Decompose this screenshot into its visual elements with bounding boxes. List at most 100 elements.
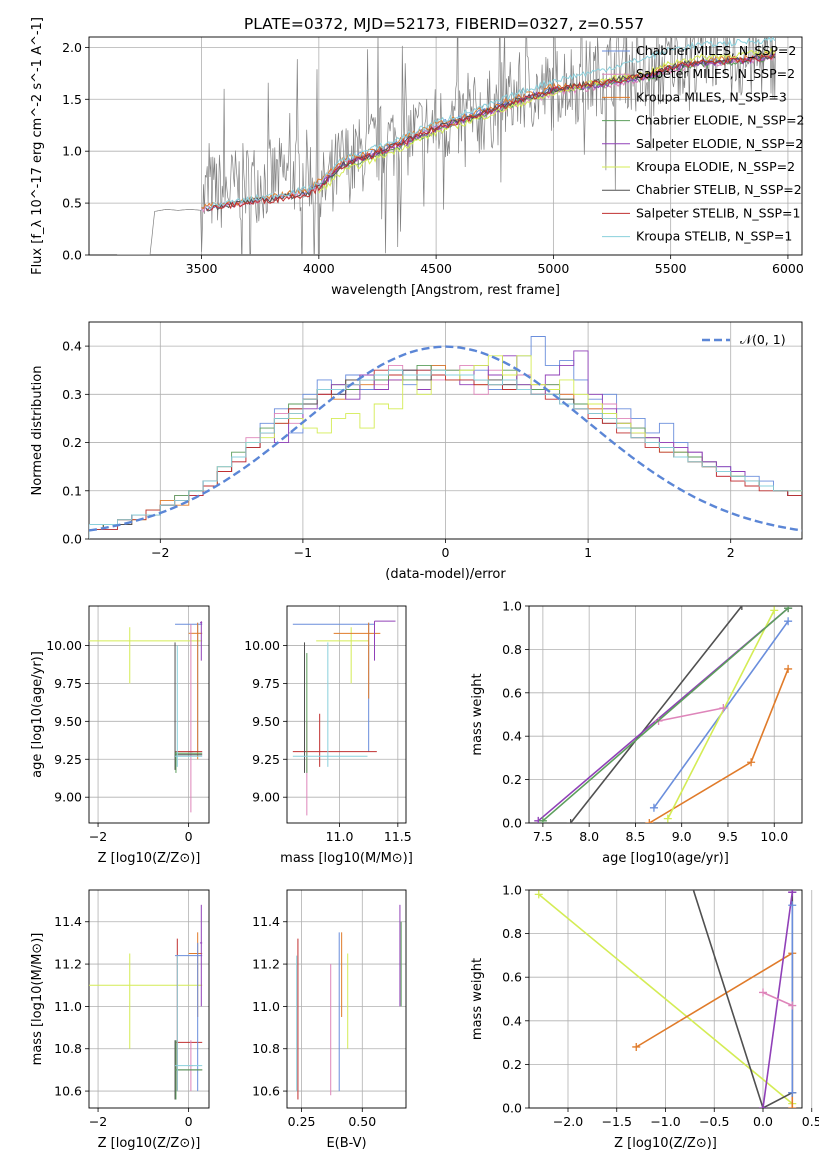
x-tick-label: 0.50: [348, 1114, 376, 1129]
errorbar-salpeter-elodie: [374, 620, 396, 661]
errorbar-salpeter-elodie: [199, 904, 203, 1007]
x-tick-label: −0.5: [699, 1114, 729, 1129]
point-marker: [747, 758, 756, 767]
point-marker: [784, 664, 793, 673]
y-tick-label: 11.2: [252, 957, 280, 972]
plot-area: [89, 904, 203, 1100]
x-tick-label: 9.5: [718, 829, 738, 844]
legend-label: 𝒩(0, 1): [740, 332, 786, 347]
y-tick-label: 10.8: [54, 1041, 82, 1056]
x-tick-label: 8.5: [625, 829, 645, 844]
plot-frame: [88, 321, 803, 540]
series-kroupa-miles: [645, 664, 793, 823]
plot-area: [89, 336, 802, 539]
x-tick-label: 0: [442, 545, 450, 560]
x-tick-label: 4000: [303, 261, 335, 276]
errorbar-chabrier-stelib: [174, 642, 203, 770]
series-line: [762, 892, 794, 1108]
y-tick-label: 0.2: [502, 1057, 522, 1072]
y-tick-label: 11.4: [252, 914, 280, 929]
series-line: [762, 991, 793, 1007]
figure-title: PLATE=0372, MJD=52173, FIBERID=0327, z=0…: [244, 15, 644, 33]
gaussian-curve: [89, 345, 802, 532]
point-marker: [788, 1104, 797, 1108]
legend-label: Salpeter STELIB, N_SSP=1: [636, 205, 800, 220]
age-vs-metallicity-panel: −2 0 9.00 9.25 9.50 9.75 10.00 Z [log10(Z/Z⊙)] a…: [30, 605, 210, 866]
point-marker: [784, 606, 793, 613]
y-tick-label: 0.0: [502, 1101, 522, 1116]
point-marker: [737, 606, 746, 610]
y-tick-label: 0.8: [502, 642, 522, 657]
y-tick-label: 1.0: [502, 599, 522, 614]
point-marker: [649, 803, 658, 812]
errorbar-kroupa-stelib: [292, 642, 368, 767]
point-marker: [759, 988, 767, 997]
errorbar-chabrier-miles: [175, 942, 203, 1092]
y-tick-label: 9.75: [252, 676, 280, 691]
residuals-panel: −2 −1 0 1 2 0.0 0.1 0.2 0.3 0.4 (data-model)/error…: [30, 321, 803, 582]
legend-label: Chabrier MILES, N_SSP=2: [636, 43, 796, 58]
y-tick-label: 10.00: [46, 638, 82, 653]
legend-label: Chabrier ELODIE, N_SSP=2: [636, 113, 805, 128]
x-tick-label: 6000: [772, 261, 804, 276]
x-axis-label: E(B-V): [326, 1136, 366, 1151]
x-tick-label: 8.0: [579, 829, 599, 844]
y-tick-label: 0.8: [502, 926, 522, 941]
x-tick-label: 11.5: [384, 829, 412, 844]
y-tick-label: 0.4: [62, 339, 82, 354]
y-tick-label: 10.00: [244, 638, 280, 653]
plot-area: [292, 620, 396, 816]
x-axis-label: Z [log10(Z/Z⊙)]: [98, 1136, 201, 1151]
x-tick-label: −2: [89, 1114, 107, 1129]
point-marker: [770, 606, 779, 615]
point-marker: [663, 814, 672, 823]
errorbar-salpeter-miles: [188, 624, 194, 813]
legend-label: Kroupa STELIB, N_SSP=1: [636, 229, 792, 244]
model-line-kroupa-elodie: [318, 47, 776, 194]
x-tick-label: 0.0: [753, 1114, 773, 1129]
x-tick-label: 2: [727, 545, 735, 560]
plot-frame: [88, 36, 803, 256]
y-tick-label: 9.00: [54, 790, 82, 805]
y-axis-label: age [log10(age/yr)]: [30, 651, 45, 778]
y-tick-label: 0.5: [62, 196, 82, 211]
series-chabrier-stelib: [566, 606, 746, 823]
series-salpeter-miles: [759, 988, 797, 1010]
y-axis-label: mass [log10(M/M⊙)]: [30, 933, 45, 1066]
series-line: [658, 707, 724, 722]
point-marker: [788, 1088, 797, 1097]
y-tick-label: 11.0: [252, 999, 280, 1014]
legend-label: Chabrier STELIB, N_SSP=2: [636, 182, 802, 197]
series-salpeter-miles: [654, 703, 728, 726]
errorbar-salpeter-elodie: [199, 621, 203, 661]
y-tick-label: 0.0: [62, 532, 82, 547]
y-axis-label: mass weight: [470, 673, 485, 755]
plot-area: [534, 890, 797, 1108]
series-line: [542, 607, 789, 822]
x-tick-label: −2.0: [553, 1114, 583, 1129]
x-axis-label: Z [log10(Z/Z⊙)]: [98, 851, 201, 866]
plot-area: [534, 606, 793, 823]
x-tick-label: 11.0: [326, 829, 354, 844]
x-tick-label: −2: [89, 829, 107, 844]
y-tick-label: 9.50: [54, 714, 82, 729]
y-tick-label: 9.50: [252, 714, 280, 729]
point-marker: [759, 1104, 767, 1108]
y-tick-label: 0.6: [502, 685, 522, 700]
x-tick-label: 10.0: [760, 829, 788, 844]
errorbar-chabrier-miles: [292, 622, 375, 752]
errorbar-kroupa-elodie: [89, 627, 203, 684]
y-tick-label: 0.4: [502, 729, 522, 744]
errorbar-chabrier-elodie: [175, 751, 203, 773]
y-tick-label: 9.00: [252, 790, 280, 805]
y-tick-label: 1.0: [62, 144, 82, 159]
series-line: [569, 606, 743, 823]
series-line: [667, 609, 775, 820]
legend-label: Salpeter MILES, N_SSP=2: [636, 66, 795, 81]
x-tick-label: 4500: [420, 261, 452, 276]
x-axis-label: mass [log10(M/M⊙)]: [280, 851, 413, 866]
errorbar-kroupa-elodie: [89, 953, 203, 1049]
x-tick-label: 7.5: [533, 829, 553, 844]
massweight-vs-age-panel: 7.5 8.0 8.5 9.0 9.5 10.0 0.0 0.2 0.4 0.6 0.8 1.0 age…: [470, 599, 803, 866]
point-marker: [645, 819, 654, 823]
